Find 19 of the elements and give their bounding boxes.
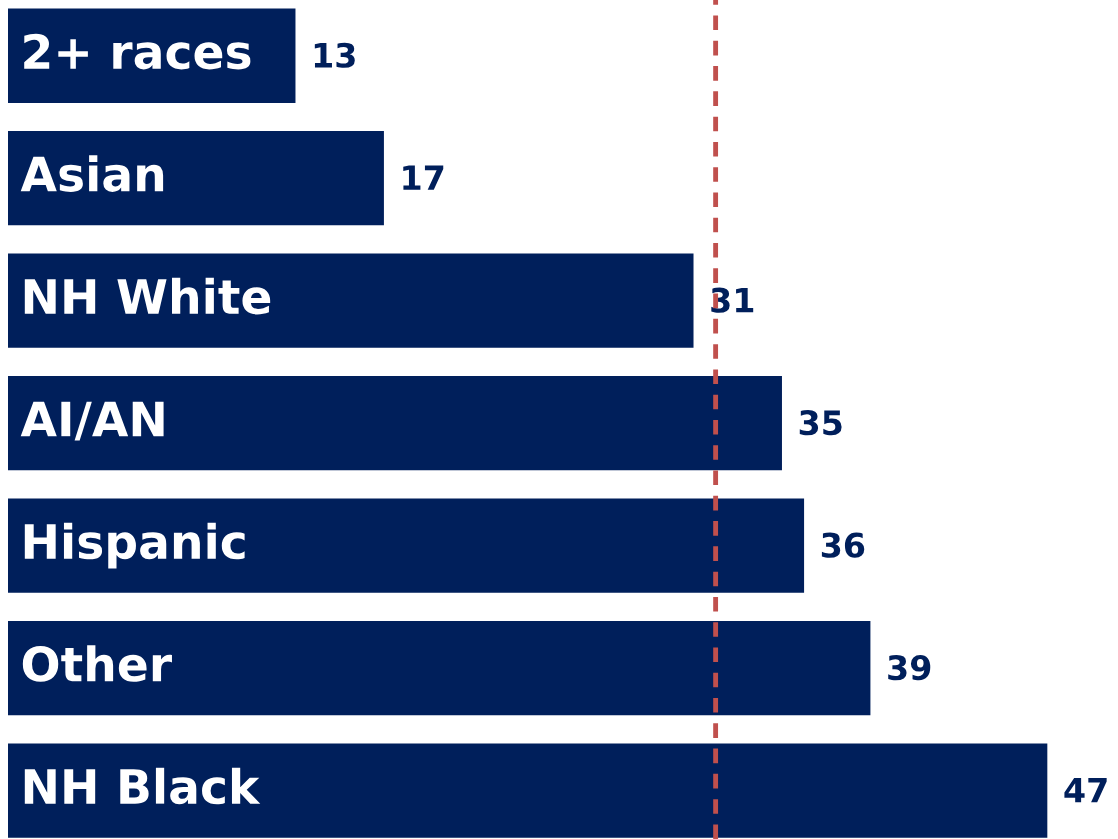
data-label: 17 <box>403 165 444 190</box>
bar <box>8 498 805 593</box>
y-tick-label: Hispanic <box>24 522 245 569</box>
bar <box>8 131 384 226</box>
bar <box>8 253 694 348</box>
data-label: 13 <box>314 42 355 68</box>
y-tick-label: 2+ races <box>24 33 251 70</box>
y-tick-label: Other <box>22 645 172 682</box>
data-label: 39 <box>888 655 931 681</box>
bar <box>8 376 782 471</box>
y-tick-label: NH White <box>24 277 271 315</box>
y-tick-label: Asian <box>20 155 164 192</box>
y-tick-label: NH Black <box>24 767 261 805</box>
y-tick-label: AI/AN <box>20 401 164 441</box>
bar <box>8 743 1048 838</box>
data-label: 47 <box>1064 777 1107 803</box>
data-label: 35 <box>799 410 842 436</box>
bar <box>8 620 871 716</box>
data-label: 36 <box>821 532 865 558</box>
